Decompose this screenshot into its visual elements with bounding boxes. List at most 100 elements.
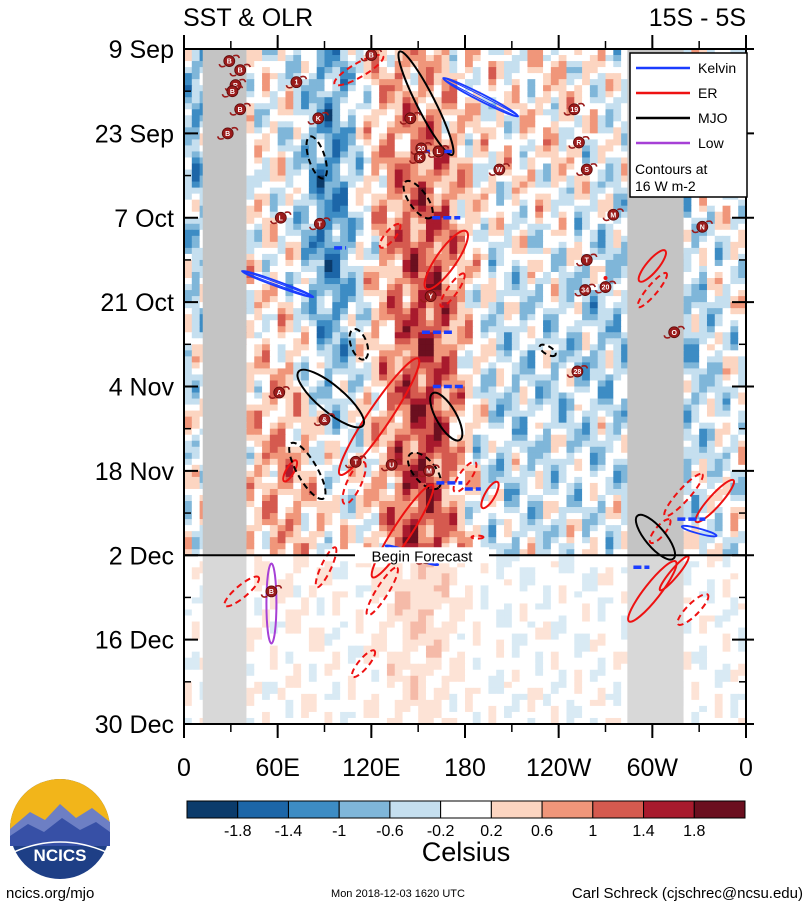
colorbar-bin [693, 800, 746, 819]
storm-label: B [369, 53, 374, 60]
storm-label: Y [428, 294, 433, 301]
colorbar-bin [490, 800, 543, 819]
colorbar-label: Celsius [422, 837, 511, 867]
storm-marker: S [575, 163, 598, 176]
x-tick-label: 0 [739, 754, 753, 782]
colorbar-tick-label: -0.2 [427, 823, 455, 840]
storm-label: N [700, 224, 705, 231]
storm-label: 20 [602, 285, 610, 292]
colorbar-bin [643, 800, 695, 819]
storm-label: 20 [417, 146, 425, 153]
colorbar-tick-label: 1 [588, 823, 597, 840]
storm-marker: O [663, 325, 685, 339]
storm-marker: W [488, 163, 511, 176]
storm-marker: U [380, 458, 403, 472]
storm-label: M [426, 468, 432, 475]
colorbar: -1.8 -1.4 -1 -0.6 -0.2 0.2 0.6 1 1.4 1.8 [186, 800, 746, 840]
legend-box [629, 52, 748, 198]
storm-label: K [316, 116, 321, 123]
storm-label: B [238, 68, 243, 75]
storm-marker: K [408, 151, 431, 164]
x-tick-label: 60E [255, 754, 299, 782]
storm-label: T [354, 459, 359, 466]
colorbar-tick-label: 0.2 [480, 823, 502, 840]
storm-label: 1 [294, 80, 298, 87]
colorbar-tick-label: 1.4 [632, 823, 654, 840]
chart-region: 15S - 5S [649, 4, 746, 32]
colorbar-bin [541, 800, 594, 819]
y-tick-label: 21 Oct [100, 289, 174, 317]
legend-label: Low [698, 135, 725, 151]
colorbar-tick-label: 0.6 [531, 823, 553, 840]
storm-marker: L [427, 144, 450, 158]
colorbar-bin [287, 800, 340, 819]
x-axis: 0 60E 120E 180 120W 60W 0 [177, 35, 753, 782]
storm-label: & [322, 417, 327, 424]
storm-marker: A [268, 386, 291, 399]
y-axis: 9 Sep 23 Sep 7 Oct 21 Oct 4 Nov 18 Nov 2 Dec 16… [95, 36, 754, 739]
y-tick-label: 23 Sep [95, 120, 174, 148]
colorbar-tick-label: -0.6 [376, 823, 404, 840]
storm-marker: 34 [574, 283, 596, 297]
storm-marker: T [399, 111, 422, 125]
storm-marker: T [309, 217, 331, 231]
storm-marker: M [418, 464, 440, 478]
x-tick-label: 120W [526, 754, 592, 782]
storm-label: B [269, 589, 274, 596]
storm-label: M [610, 212, 616, 219]
colorbar-bin [186, 800, 239, 819]
storm-marker: B [360, 49, 383, 62]
storm-label: L [279, 215, 284, 222]
storm-marker: B [229, 63, 251, 77]
ncics-logo: NCICS [10, 779, 110, 879]
footer-date: Mon 2018-12-03 1620 UTC [331, 888, 465, 900]
storm-marker: B [218, 54, 241, 68]
contour-note: 16 W m-2 [635, 178, 696, 194]
legend-label: ER [698, 85, 717, 101]
storm-label: 28 [574, 369, 582, 376]
storm-marker: K [307, 111, 330, 125]
colorbar-tick-label: -1 [332, 823, 346, 840]
storm-label: L [436, 149, 441, 156]
storm-marker: N [691, 220, 714, 234]
y-tick-label: 7 Oct [114, 205, 174, 233]
storm-label: A [277, 390, 282, 397]
colorbar-bin [338, 800, 391, 819]
storm-marker: B [216, 126, 239, 140]
storm-marker: 20 [594, 280, 617, 294]
storm-label: T [585, 258, 590, 265]
colorbar-tick-label: -1.4 [275, 823, 303, 840]
y-tick-label: 18 Nov [95, 458, 175, 486]
legend-label: Kelvin [698, 60, 736, 76]
storm-label: B [230, 89, 235, 96]
storm-marker: 1 [285, 75, 308, 89]
colorbar-bin [440, 800, 492, 819]
y-tick-label: 16 Dec [95, 627, 174, 655]
contour-note: Contours at [635, 161, 707, 177]
storm-marker: 28 [566, 364, 589, 378]
colorbar-tick-label: 1.8 [683, 823, 705, 840]
storm-marker: T [344, 455, 367, 469]
forecast-shade [184, 555, 746, 724]
storm-marker: T [575, 253, 598, 267]
storm-marker: Y [419, 289, 442, 303]
colorbar-tick-label: -1.8 [224, 823, 252, 840]
storm-label: W [496, 167, 503, 174]
storm-label: O [671, 330, 677, 337]
y-tick-label: 4 Nov [109, 374, 175, 402]
wave-contours [223, 50, 736, 679]
storm-label: B [227, 59, 232, 66]
storm-label: S [584, 167, 589, 174]
chart-title: SST & OLR [183, 4, 313, 32]
forecast-label: Begin Forecast [372, 548, 474, 565]
footer-author: Carl Schreck (cjschrec@ncsu.edu) [572, 885, 803, 902]
x-tick-label: 180 [444, 754, 486, 782]
storm-label: 34 [581, 288, 589, 295]
y-tick-label: 30 Dec [95, 711, 174, 739]
storm-marker: B [221, 84, 244, 98]
storm-marker: B [229, 102, 251, 116]
x-tick-label: 60W [627, 754, 679, 782]
x-tick-label: 120E [342, 754, 400, 782]
storm-marker: R [568, 135, 590, 149]
